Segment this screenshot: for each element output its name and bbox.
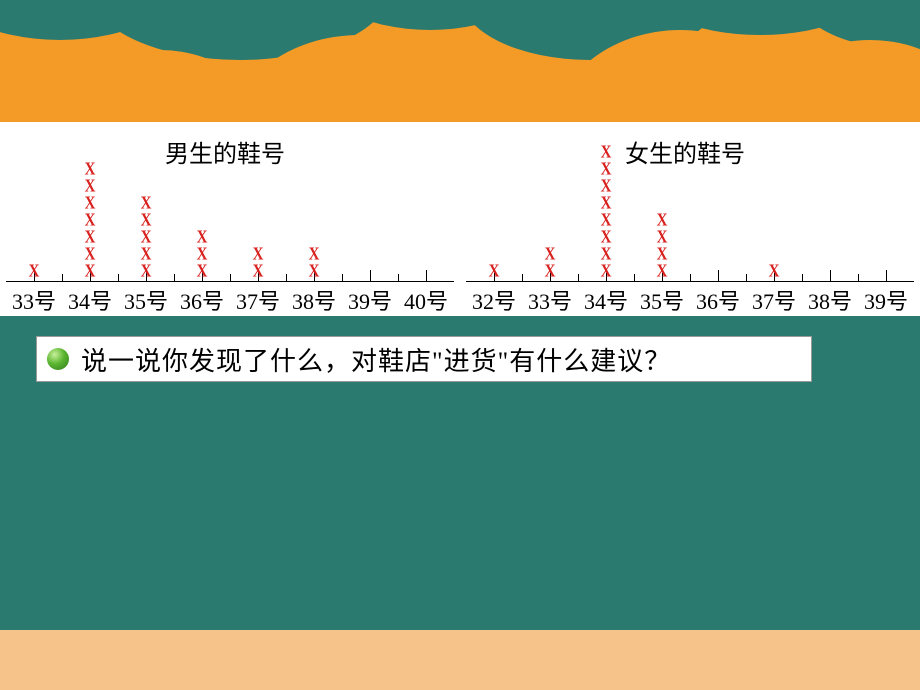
x-mark: X: [85, 162, 96, 180]
x-mark: X: [141, 213, 152, 231]
x-mark: X: [141, 264, 152, 282]
x-mark: X: [253, 247, 264, 265]
x-mark: X: [657, 213, 668, 231]
tick-major: [370, 270, 371, 282]
x-mark: X: [141, 247, 152, 265]
x-mark: X: [85, 179, 96, 197]
x-mark: X: [601, 247, 612, 265]
tick-minor: [398, 274, 399, 282]
tick-minor: [746, 274, 747, 282]
tick-label: 39号: [348, 284, 392, 316]
tick-minor: [634, 274, 635, 282]
x-mark: X: [601, 213, 612, 231]
tick-minor: [858, 274, 859, 282]
charts-area: 男生的鞋号 33号X34号XXXXXXX35号XXXXX36号XXX37号XX3…: [0, 122, 920, 316]
x-mark: X: [85, 230, 96, 248]
x-mark: X: [85, 213, 96, 231]
question-box: 说一说你发现了什么，对鞋店"进货"有什么建议？: [36, 336, 812, 382]
tick-label: 37号: [752, 284, 796, 316]
tick-container: 33号X34号XXXXXXX35号XXXXX36号XXX37号XX38号XX39…: [6, 156, 454, 316]
tick-label: 36号: [180, 284, 224, 316]
tick-major: [886, 270, 887, 282]
tick-container: 32号X33号XX34号XXXXXXXX35号XXXX36号37号X38号39号: [466, 156, 914, 316]
tick-label: 39号: [864, 284, 908, 316]
tick-label: 34号: [68, 284, 112, 316]
x-mark: X: [489, 264, 500, 282]
tick-major: [718, 270, 719, 282]
tick-minor: [286, 274, 287, 282]
tick-label: 33号: [12, 284, 56, 316]
bullet-icon: [47, 348, 69, 370]
x-mark: X: [769, 264, 780, 282]
tick-minor: [578, 274, 579, 282]
tick-major: [426, 270, 427, 282]
question-text: 说一说你发现了什么，对鞋店"进货"有什么建议？: [81, 341, 671, 378]
tick-label: 38号: [808, 284, 852, 316]
x-mark: X: [309, 247, 320, 265]
x-mark: X: [657, 247, 668, 265]
tick-label: 40号: [404, 284, 448, 316]
x-mark: X: [601, 162, 612, 180]
tick-minor: [522, 274, 523, 282]
x-mark: X: [601, 179, 612, 197]
tick-minor: [342, 274, 343, 282]
tick-minor: [62, 274, 63, 282]
tick-label: 34号: [584, 284, 628, 316]
x-mark: X: [601, 230, 612, 248]
x-mark: X: [197, 264, 208, 282]
x-mark: X: [601, 264, 612, 282]
top-cloud-decoration: [0, 0, 920, 122]
x-mark: X: [85, 264, 96, 282]
tick-minor: [230, 274, 231, 282]
x-mark: X: [601, 196, 612, 214]
x-mark: X: [657, 230, 668, 248]
tick-major: [830, 270, 831, 282]
tick-minor: [690, 274, 691, 282]
x-mark: X: [253, 264, 264, 282]
x-mark: X: [141, 230, 152, 248]
tick-label: 35号: [124, 284, 168, 316]
x-mark: X: [85, 247, 96, 265]
chart-boys-shoe-size: 男生的鞋号 33号X34号XXXXXXX35号XXXXX36号XXX37号XX3…: [0, 122, 460, 316]
x-mark: X: [545, 247, 556, 265]
chart-girls-shoe-size: 女生的鞋号 32号X33号XX34号XXXXXXXX35号XXXX36号37号X…: [460, 122, 920, 316]
x-mark: X: [141, 196, 152, 214]
tick-minor: [174, 274, 175, 282]
x-mark: X: [545, 264, 556, 282]
tick-label: 38号: [292, 284, 336, 316]
tick-label: 33号: [528, 284, 572, 316]
x-mark: X: [657, 264, 668, 282]
tick-label: 35号: [640, 284, 684, 316]
tick-minor: [118, 274, 119, 282]
x-mark: X: [197, 247, 208, 265]
tick-label: 32号: [472, 284, 516, 316]
x-mark: X: [29, 264, 40, 282]
x-mark: X: [197, 230, 208, 248]
tick-minor: [802, 274, 803, 282]
x-mark: X: [601, 145, 612, 163]
tick-label: 37号: [236, 284, 280, 316]
bottom-strip: [0, 630, 920, 690]
tick-label: 36号: [696, 284, 740, 316]
x-mark: X: [309, 264, 320, 282]
x-mark: X: [85, 196, 96, 214]
